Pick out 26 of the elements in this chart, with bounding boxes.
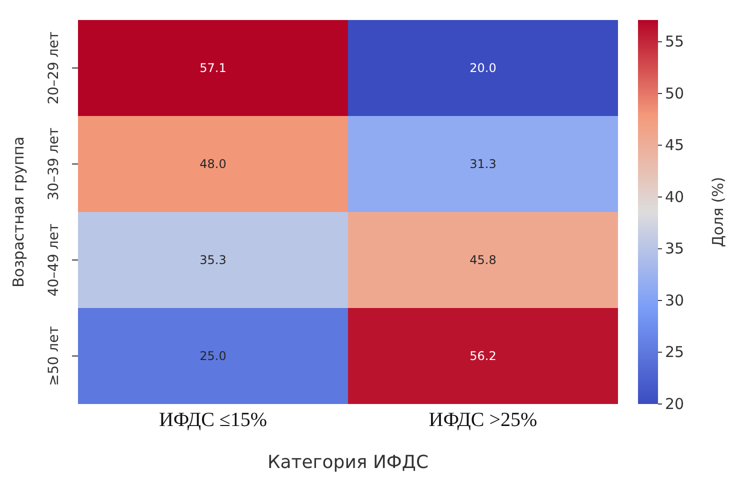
color-bar-label: 20 bbox=[665, 395, 684, 413]
x-tick-label: ИФДС ≤15% bbox=[158, 409, 268, 432]
color-bar-label: 55 bbox=[665, 32, 684, 51]
data-label: 25.0 bbox=[200, 349, 226, 363]
data-label: 56.2 bbox=[470, 349, 496, 363]
y-tick-label: 30–39 лет bbox=[46, 128, 62, 200]
x-tick-label: ИФДС >25% bbox=[428, 409, 538, 432]
color-scale: 20 25 30 35 40 45 50 55 Доля (%) bbox=[628, 8, 735, 474]
color-bar-label: 25 bbox=[665, 343, 684, 362]
x-axis-title: Категория ИФДС bbox=[267, 452, 429, 473]
y-tick-label: ≥50 лет bbox=[46, 326, 62, 386]
data-label: 20.0 bbox=[470, 61, 496, 75]
y-tick-label: 20–29 лет bbox=[46, 32, 62, 104]
data-label: 48.0 bbox=[200, 157, 226, 171]
color-bar-label: 35 bbox=[665, 240, 684, 258]
color-bar-title: Доля (%) bbox=[709, 176, 727, 248]
data-label: 31.3 bbox=[470, 157, 496, 171]
y-tick-label: 40–49 лет bbox=[46, 224, 62, 296]
y-axis-title: Возрастная группа bbox=[9, 136, 28, 288]
color-bar-label: 45 bbox=[665, 136, 684, 154]
data-label: 35.3 bbox=[200, 253, 226, 267]
color-bar-label: 50 bbox=[665, 84, 684, 102]
color-bar-label: 40 bbox=[665, 188, 684, 206]
data-label: 45.8 bbox=[470, 253, 496, 267]
data-label: 57.1 bbox=[200, 61, 226, 75]
color-bar-label: 30 bbox=[665, 291, 684, 310]
